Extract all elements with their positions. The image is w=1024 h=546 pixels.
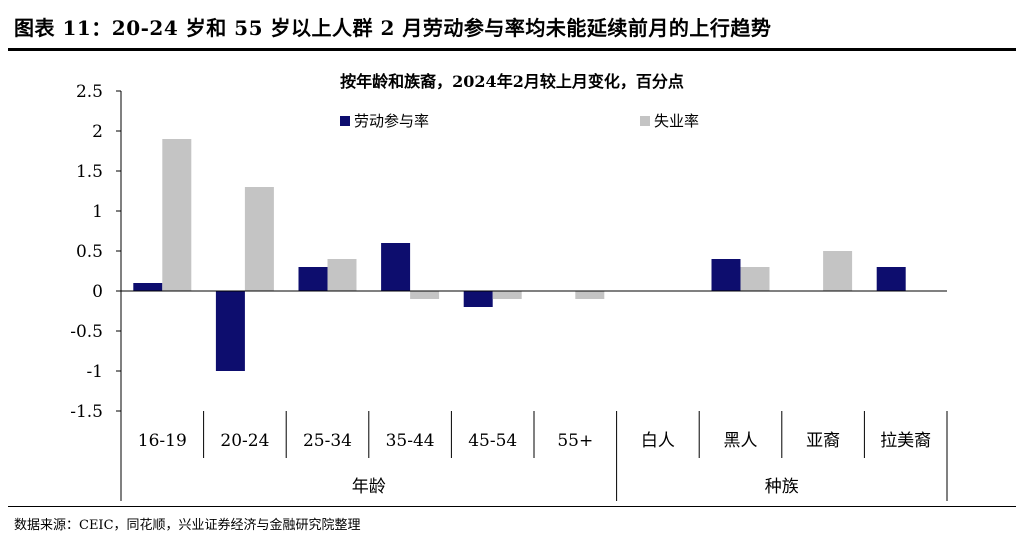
y-tick-label: 1.5 bbox=[76, 162, 103, 182]
bar-participation-4 bbox=[381, 243, 411, 291]
bar-participation-3 bbox=[298, 267, 328, 291]
y-tick-label: 2.5 bbox=[76, 82, 103, 102]
bar-participation-2 bbox=[215, 291, 245, 371]
bar-participation-10 bbox=[876, 267, 906, 291]
y-tick-label: 0 bbox=[92, 282, 103, 302]
x-tick-label: 45-54 bbox=[468, 431, 517, 451]
bar-unemployment-9 bbox=[823, 251, 853, 291]
y-tick-label: -0.5 bbox=[70, 322, 103, 342]
bar-unemployment-3 bbox=[327, 259, 357, 291]
bar-unemployment-8 bbox=[740, 267, 770, 291]
report-header: 图表 11：20-24 岁和 55 岁以上人群 2 月劳动参与率均未能延续前月的… bbox=[8, 4, 1016, 51]
group-label-1: 年龄 bbox=[352, 477, 386, 497]
bar-participation-1 bbox=[133, 283, 163, 291]
legend-swatch-1 bbox=[340, 116, 350, 126]
legend-swatch-2 bbox=[640, 116, 650, 126]
header-divider bbox=[8, 48, 1016, 51]
x-tick-label: 亚裔 bbox=[806, 431, 840, 451]
bar-unemployment-4 bbox=[410, 291, 440, 299]
x-tick-label: 黑人 bbox=[724, 431, 758, 451]
bar-unemployment-5 bbox=[492, 291, 522, 299]
footer-divider bbox=[8, 506, 1016, 507]
bar-participation-8 bbox=[711, 259, 741, 291]
y-tick-label: 1 bbox=[92, 202, 103, 222]
chart-title: 按年龄和族裔，2024年2月较上月变化，百分点 bbox=[340, 72, 684, 91]
x-tick-label: 55+ bbox=[557, 431, 593, 451]
bar-unemployment-6 bbox=[575, 291, 605, 299]
bar-participation-5 bbox=[463, 291, 493, 307]
x-tick-label: 25-34 bbox=[303, 431, 352, 451]
legend-label-2: 失业率 bbox=[654, 112, 699, 130]
group-label-2: 种族 bbox=[765, 477, 799, 497]
y-tick-label: -1.5 bbox=[70, 402, 103, 422]
legend-label-1: 劳动参与率 bbox=[354, 112, 429, 130]
figure-title: 图表 11：20-24 岁和 55 岁以上人群 2 月劳动参与率均未能延续前月的… bbox=[14, 16, 772, 40]
x-tick-label: 拉美裔 bbox=[880, 431, 931, 451]
x-tick-label: 白人 bbox=[641, 431, 675, 451]
y-tick-label: 0.5 bbox=[76, 242, 103, 262]
x-tick-label: 35-44 bbox=[386, 431, 435, 451]
source-note: 数据来源：CEIC，同花顺，兴业证券经济与金融研究院整理 bbox=[14, 518, 361, 533]
x-tick-label: 20-24 bbox=[220, 431, 269, 451]
bar-unemployment-2 bbox=[244, 187, 274, 291]
x-tick-label: 16-19 bbox=[138, 431, 187, 451]
y-tick-label: 2 bbox=[92, 122, 103, 142]
bar-unemployment-1 bbox=[162, 139, 192, 291]
y-tick-label: -1 bbox=[86, 362, 103, 382]
